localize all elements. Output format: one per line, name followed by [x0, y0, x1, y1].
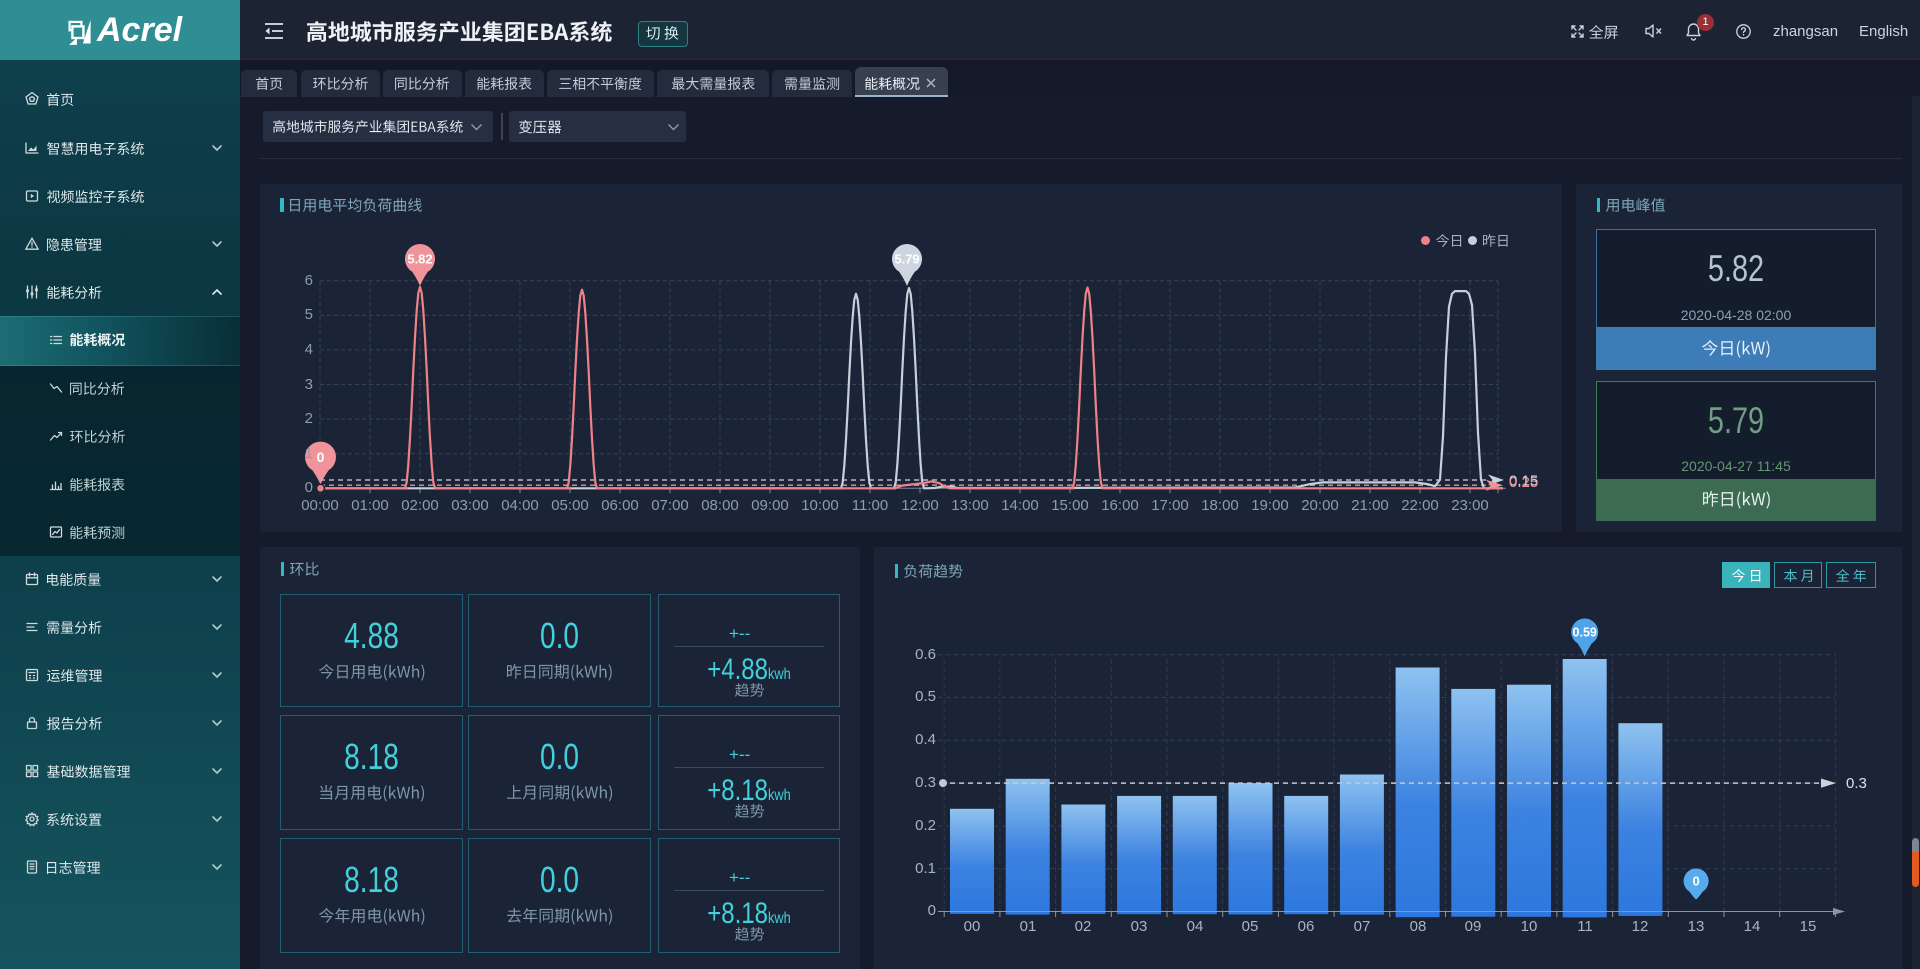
svg-text:0.59: 0.59: [1573, 626, 1597, 640]
svg-text:0.25: 0.25: [1509, 474, 1538, 491]
svg-text:5.82: 5.82: [407, 252, 432, 267]
svg-text:0.15: 0.15: [1509, 473, 1538, 490]
svg-text:5.79: 5.79: [894, 252, 919, 267]
svg-text:0.3: 0.3: [1846, 775, 1867, 792]
svg-text:0: 0: [1692, 874, 1699, 889]
svg-text:0: 0: [317, 449, 325, 465]
